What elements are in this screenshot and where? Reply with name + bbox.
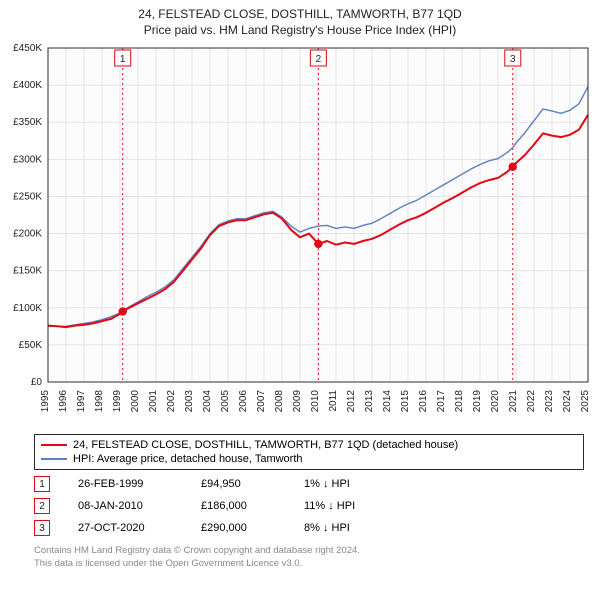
chart: £0 £50K £100K £150K £200K £250K £300K £350K £400…: [0, 40, 600, 430]
sale-price: £94,950: [201, 478, 276, 490]
title-address: 24, FELSTEAD CLOSE, DOSTHILL, TAMWORTH, …: [0, 6, 600, 22]
title-subtitle: Price paid vs. HM Land Registry's House …: [0, 22, 600, 38]
sale-row: 1 26-FEB-1999 £94,950 1% ↓ HPI: [34, 473, 584, 495]
svg-text:2013: 2013: [364, 390, 375, 413]
svg-text:1: 1: [120, 54, 126, 65]
svg-text:2018: 2018: [454, 390, 465, 413]
legend-label: 24, FELSTEAD CLOSE, DOSTHILL, TAMWORTH, …: [73, 439, 458, 451]
legend: 24, FELSTEAD CLOSE, DOSTHILL, TAMWORTH, …: [34, 434, 584, 470]
sale-date: 08-JAN-2010: [78, 500, 173, 512]
svg-text:£100K: £100K: [13, 303, 42, 314]
attribution-line1: Contains HM Land Registry data © Crown c…: [34, 545, 584, 558]
svg-text:2017: 2017: [436, 390, 447, 413]
page-root: 24, FELSTEAD CLOSE, DOSTHILL, TAMWORTH, …: [0, 0, 600, 571]
svg-text:£150K: £150K: [13, 266, 42, 277]
svg-text:2024: 2024: [562, 390, 573, 413]
svg-text:2: 2: [316, 54, 322, 65]
sale-hpi-delta: 1% ↓ HPI: [304, 478, 350, 490]
chart-svg: £0 £50K £100K £150K £200K £250K £300K £350K £400…: [0, 40, 600, 430]
attribution-line2: This data is licensed under the Open Gov…: [34, 558, 584, 571]
svg-text:2023: 2023: [544, 390, 555, 413]
svg-text:1999: 1999: [112, 390, 123, 413]
sale-hpi-delta: 8% ↓ HPI: [304, 522, 350, 534]
sale-date: 27-OCT-2020: [78, 522, 173, 534]
sale-price: £290,000: [201, 522, 276, 534]
svg-text:2011: 2011: [328, 390, 339, 412]
svg-text:2008: 2008: [274, 390, 285, 413]
attribution: Contains HM Land Registry data © Crown c…: [34, 545, 584, 571]
sales-table: 1 26-FEB-1999 £94,950 1% ↓ HPI 2 08-JAN-2010 £…: [34, 473, 584, 539]
svg-text:2005: 2005: [220, 390, 231, 413]
sale-marker-number: 3: [34, 520, 50, 536]
sale-price: £186,000: [201, 500, 276, 512]
svg-text:2009: 2009: [292, 390, 303, 413]
svg-text:1998: 1998: [94, 390, 105, 413]
svg-text:2010: 2010: [310, 390, 321, 413]
svg-text:2003: 2003: [184, 390, 195, 413]
svg-text:£350K: £350K: [13, 118, 42, 129]
svg-text:2019: 2019: [472, 390, 483, 413]
svg-text:2021: 2021: [508, 390, 519, 413]
svg-text:1997: 1997: [76, 390, 87, 413]
svg-text:2002: 2002: [166, 390, 177, 413]
sale-row: 2 08-JAN-2010 £186,000 11% ↓ HPI: [34, 495, 584, 517]
svg-text:2006: 2006: [238, 390, 249, 413]
svg-text:2022: 2022: [526, 390, 537, 413]
legend-row: HPI: Average price, detached house, Tamw…: [41, 452, 577, 466]
legend-label: HPI: Average price, detached house, Tamw…: [73, 453, 303, 465]
legend-row: 24, FELSTEAD CLOSE, DOSTHILL, TAMWORTH, …: [41, 438, 577, 452]
svg-text:2001: 2001: [148, 390, 159, 413]
svg-text:2000: 2000: [130, 390, 141, 413]
svg-text:2012: 2012: [346, 390, 357, 413]
svg-text:£200K: £200K: [13, 229, 42, 240]
svg-text:£50K: £50K: [19, 340, 43, 351]
sale-date: 26-FEB-1999: [78, 478, 173, 490]
svg-text:2004: 2004: [202, 390, 213, 413]
svg-text:£250K: £250K: [13, 192, 42, 203]
svg-text:£450K: £450K: [13, 43, 42, 54]
svg-text:£0: £0: [31, 377, 43, 388]
svg-text:2014: 2014: [382, 390, 393, 413]
svg-text:2020: 2020: [490, 390, 501, 413]
svg-text:1995: 1995: [40, 390, 51, 413]
svg-text:2015: 2015: [400, 390, 411, 413]
sale-marker-number: 1: [34, 476, 50, 492]
svg-text:2025: 2025: [580, 390, 591, 413]
title-block: 24, FELSTEAD CLOSE, DOSTHILL, TAMWORTH, …: [0, 0, 600, 40]
sale-marker-number: 2: [34, 498, 50, 514]
svg-text:£400K: £400K: [13, 80, 42, 91]
svg-text:3: 3: [510, 54, 516, 65]
svg-text:£300K: £300K: [13, 155, 42, 166]
svg-text:2007: 2007: [256, 390, 267, 413]
legend-swatch: [41, 444, 67, 446]
svg-text:1996: 1996: [58, 390, 69, 413]
sale-row: 3 27-OCT-2020 £290,000 8% ↓ HPI: [34, 517, 584, 539]
sale-hpi-delta: 11% ↓ HPI: [304, 500, 355, 512]
legend-swatch: [41, 458, 67, 460]
svg-text:2016: 2016: [418, 390, 429, 413]
